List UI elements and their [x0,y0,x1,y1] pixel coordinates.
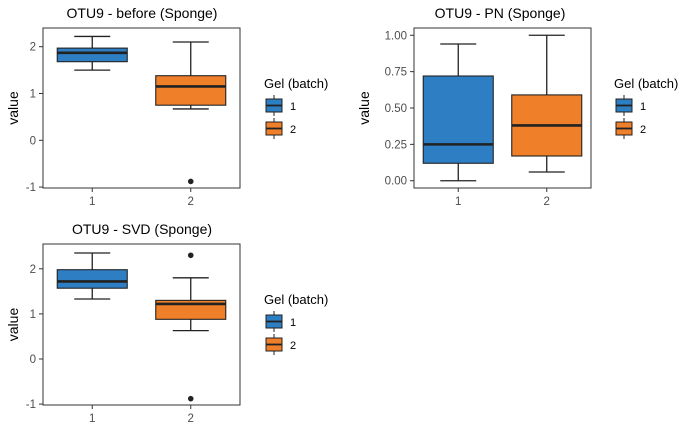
x-tick-label: 2 [188,196,194,208]
outlier-point [187,178,194,185]
legend: Gel (batch) 1 2 [614,76,678,139]
y-tick-label: 0.75 [385,67,407,79]
y-tick-label: -1 [26,182,36,194]
y-tick-label: 2 [30,264,36,276]
legend-title: Gel (batch) [264,76,328,91]
x-tick-label: 2 [544,196,550,208]
box-iqr [155,75,227,106]
y-tick-label: 0 [30,354,36,366]
legend-entry-label: 2 [290,340,296,352]
box-iqr [56,269,128,289]
y-tick-label: 0.50 [385,103,407,115]
panel-2: OTU9 - PN (Sponge) value 0.00 0.25 0.50 0.75 1… [356,5,678,208]
box-batch-1 [56,35,128,71]
panel-border [413,27,592,189]
legend-entry-label: 1 [290,101,296,113]
legend-entry-label: 2 [290,124,296,136]
box-iqr [422,75,494,164]
y-tick-label: 1 [30,88,36,100]
y-axis-title: value [5,308,21,342]
y-tick-label: 0.00 [385,176,407,188]
outlier-point [187,395,194,402]
box-batch-2 [155,252,227,402]
legend-entry-label: 1 [640,101,646,113]
outlier-point [187,252,194,259]
y-tick-label: 2 [30,42,36,54]
y-tick-label: -1 [26,399,36,411]
panel-title: OTU9 - PN (Sponge) [435,5,566,21]
y-axis-title: value [5,91,21,125]
panel-border [42,243,241,406]
y-axis-title: value [356,91,372,125]
y-tick-label: 0 [30,135,36,147]
x-tick-label: 2 [188,413,194,425]
legend-entry-label: 1 [290,317,296,329]
y-tick-label: 1 [30,309,36,321]
x-tick-label: 1 [89,196,95,208]
x-tick-label: 1 [89,413,95,425]
legend: Gel (batch) 1 2 [264,292,328,355]
y-tick-label: 0.25 [385,139,407,151]
legend: Gel (batch) 1 2 [264,76,328,139]
panel-title: OTU9 - SVD (Sponge) [72,221,212,237]
x-tick-label: 1 [455,196,461,208]
panel-border [42,27,241,189]
legend-title: Gel (batch) [614,76,678,91]
box-batch-1 [422,43,494,182]
legend-entry-label: 2 [640,124,646,136]
box-batch-2 [155,41,227,185]
box-iqr [56,47,128,63]
box-batch-1 [56,252,128,300]
box-batch-2 [511,34,583,173]
legend-title: Gel (batch) [264,292,328,307]
y-tick-label: 1.00 [385,30,407,42]
panel-title: OTU9 - before (Sponge) [67,5,218,21]
